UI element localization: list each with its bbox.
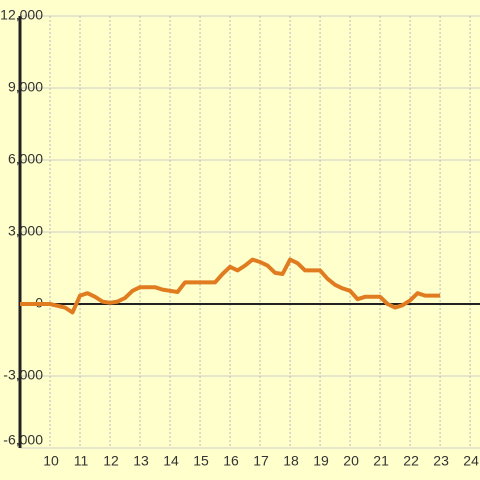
x-tick-label: 19: [313, 453, 329, 469]
y-tick-label: 9,000: [8, 79, 43, 95]
y-tick-label: 3,000: [8, 223, 43, 239]
data-line: [20, 257, 441, 315]
x-tick-label: 15: [193, 453, 209, 469]
x-tick-label: 24: [463, 453, 479, 469]
x-tick-label: 18: [283, 453, 299, 469]
x-tick-label: 14: [163, 453, 179, 469]
x-tick-label: 22: [403, 453, 419, 469]
x-tick-label: 11: [74, 453, 89, 469]
x-tick-label: 12: [103, 453, 119, 469]
x-tick-label: 20: [343, 453, 359, 469]
x-tick-label: 16: [223, 453, 239, 469]
x-tick-label: 21: [373, 453, 389, 469]
x-tick-label: 17: [253, 453, 269, 469]
y-tick-label: -6,000: [3, 432, 43, 448]
x-tick-label: 23: [433, 453, 449, 469]
x-tick-label: 13: [133, 453, 149, 469]
y-tick-label: 6,000: [8, 151, 43, 167]
y-tick-label: 12,000: [0, 7, 43, 23]
y-tick-label: -3,000: [3, 367, 43, 383]
x-tick-label: 10: [43, 453, 59, 469]
